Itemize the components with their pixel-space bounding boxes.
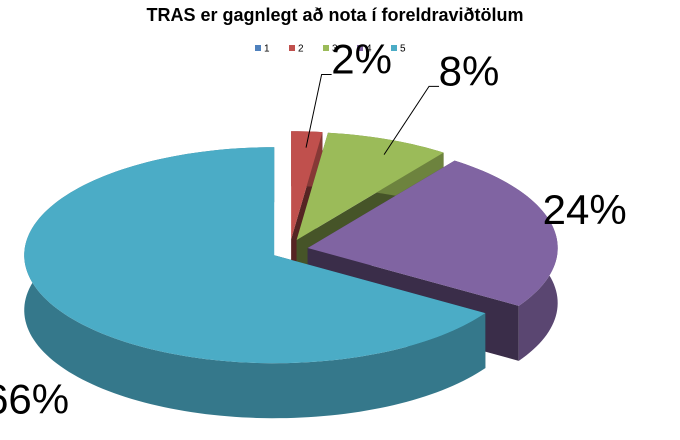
data-label: 66% bbox=[0, 375, 69, 422]
legend-label: 3 bbox=[332, 44, 338, 55]
chart-title: TRAS er gagnlegt að nota í foreldraviðtö… bbox=[146, 5, 523, 25]
data-label: 24% bbox=[543, 186, 627, 233]
leader-line bbox=[305, 74, 332, 148]
slice bbox=[296, 132, 444, 240]
data-label: 2% bbox=[331, 36, 392, 83]
slice bbox=[307, 160, 558, 306]
legend-swatch bbox=[255, 45, 261, 51]
legend-swatch bbox=[357, 45, 363, 51]
legend-swatch bbox=[391, 45, 397, 51]
legend-label: 5 bbox=[400, 44, 406, 55]
leader-line bbox=[383, 85, 440, 155]
legend-label: 4 bbox=[366, 44, 372, 55]
slice bbox=[24, 147, 486, 364]
legend-label: 2 bbox=[298, 44, 304, 55]
slice bbox=[291, 131, 323, 240]
slice bbox=[24, 147, 486, 419]
legend-swatch bbox=[323, 45, 329, 51]
data-label: 8% bbox=[439, 47, 500, 94]
legend-swatch bbox=[289, 45, 295, 51]
legend-label: 1 bbox=[264, 44, 270, 55]
